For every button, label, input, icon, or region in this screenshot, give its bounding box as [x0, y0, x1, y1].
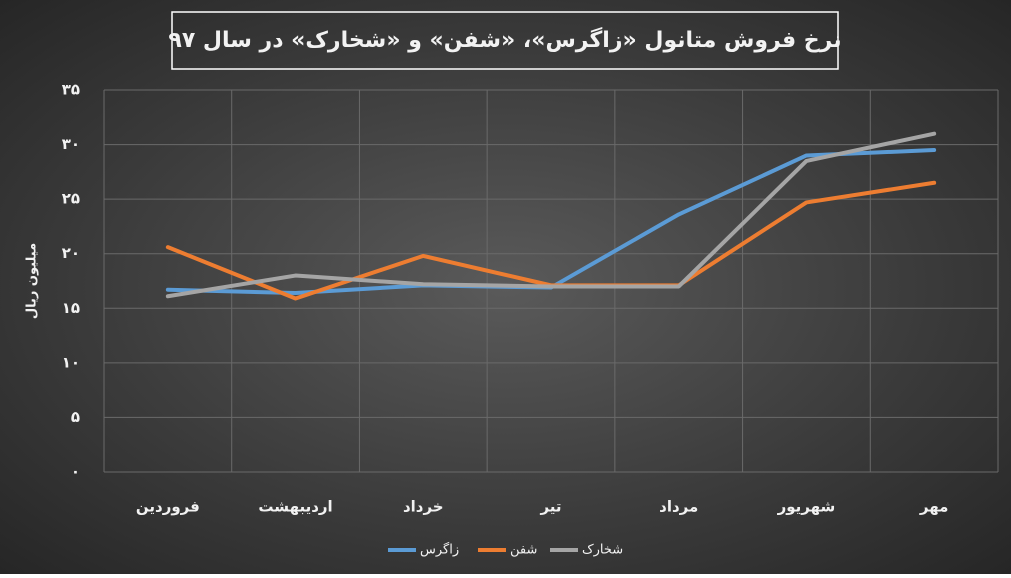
chart-title: نرخ فروش متانول «زاگرس»، «شفن» و «شخارک»…	[168, 26, 841, 53]
x-tick-label: فروردین	[136, 498, 200, 516]
legend-label: زاگرس	[420, 542, 459, 558]
x-tick-label: خرداد	[403, 498, 444, 516]
x-tick-label: مرداد	[659, 498, 698, 516]
y-tick-label: ۱۵	[62, 299, 80, 317]
y-tick-label: ۲۰	[62, 244, 80, 262]
x-tick-label: اردیبهشت	[258, 498, 332, 516]
series-line	[165, 148, 937, 296]
series-line	[165, 180, 937, 301]
y-tick-label: ۵	[71, 408, 80, 426]
x-tick-label: شهریور	[777, 498, 836, 516]
x-tick-label: مهر	[919, 498, 949, 516]
y-tick-label: ۲۵	[62, 190, 80, 208]
legend-label: شخارک	[582, 543, 623, 558]
y-tick-label: ۳۰	[62, 135, 80, 153]
title-box	[171, 11, 839, 70]
y-tick-label: ۱۰	[62, 353, 80, 371]
y-tick-label: ۰	[71, 463, 80, 481]
x-tick-label: تیر	[539, 498, 561, 516]
y-axis-label: میلیون ریال	[25, 243, 40, 319]
legend-label: شفن	[510, 543, 537, 558]
series-line	[165, 131, 937, 299]
y-tick-label: ۳۵	[62, 81, 80, 99]
